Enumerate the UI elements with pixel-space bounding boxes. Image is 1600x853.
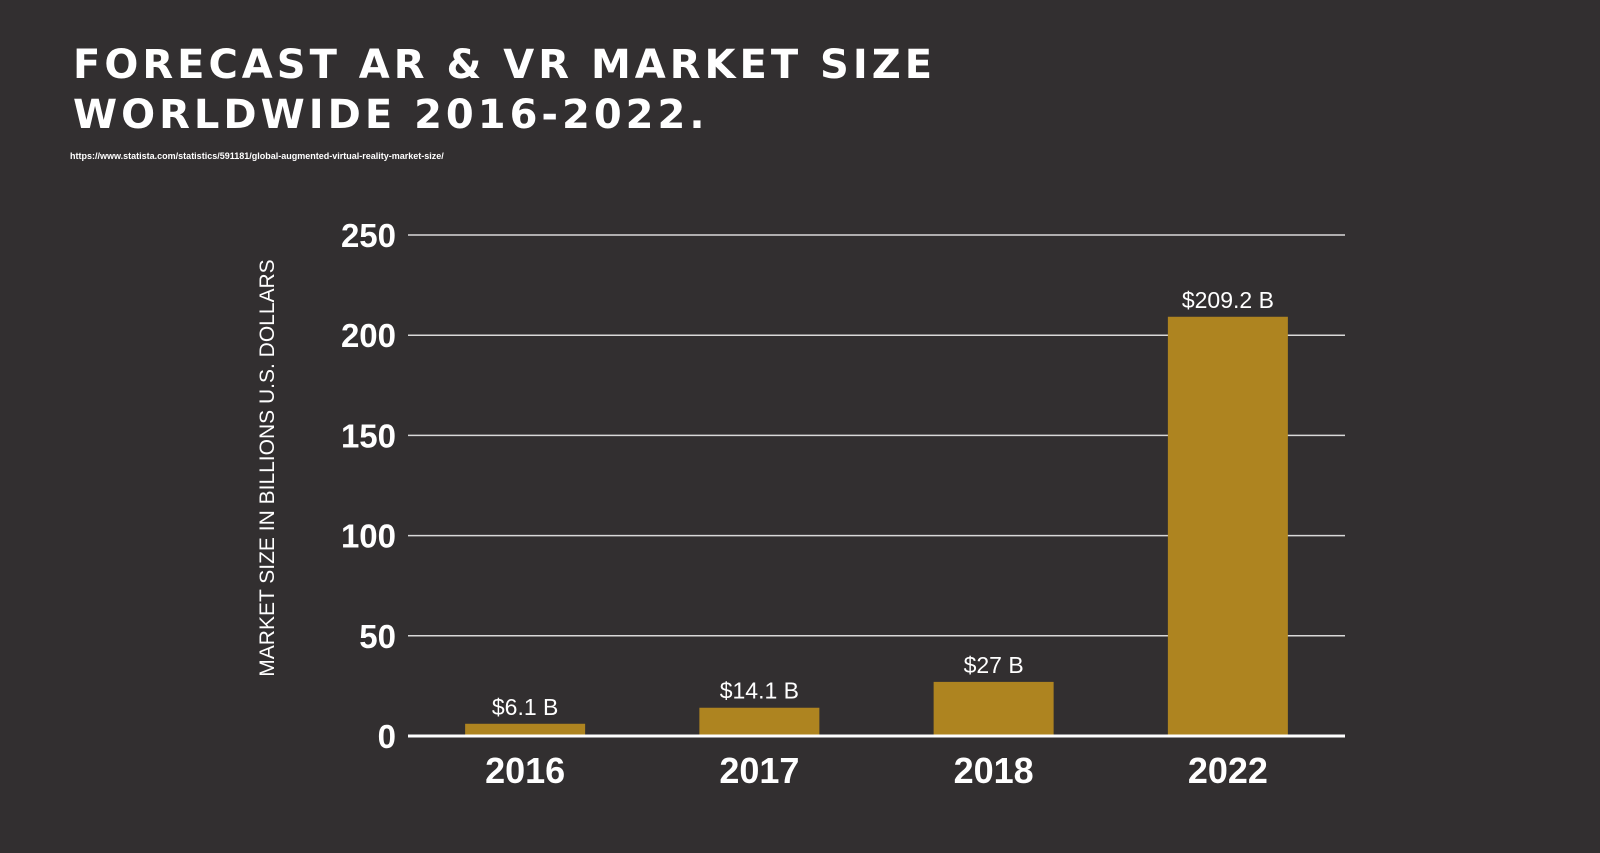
bar	[1167, 316, 1288, 736]
y-tick-label: 0	[378, 718, 396, 755]
chart-title-line-1: FORECAST AR & VR MARKET SIZE	[73, 42, 937, 88]
data-label: $14.1 B	[720, 678, 799, 704]
x-tick-label: 2022	[1188, 750, 1268, 791]
data-labels: $6.1 B $14.1 B $27 B $209.2 B	[492, 287, 1274, 720]
x-tick-label: 2017	[719, 750, 799, 791]
y-tick-label: 100	[341, 518, 396, 555]
data-label: $27 B	[964, 652, 1024, 678]
bar	[933, 681, 1054, 736]
y-tick-label: 200	[341, 317, 396, 354]
bars	[465, 316, 1288, 736]
y-tick-label: 50	[359, 618, 396, 655]
bar	[465, 723, 586, 736]
data-label: $6.1 B	[492, 694, 559, 720]
bar	[699, 707, 820, 736]
y-tick-labels: 0 50 100 150 200 250	[341, 217, 396, 755]
y-tick-label: 150	[341, 417, 396, 454]
source-url: https://www.statista.com/statistics/5911…	[70, 151, 444, 161]
data-label: $209.2 B	[1182, 287, 1274, 313]
x-tick-label: 2018	[954, 750, 1034, 791]
chart-title-line-2: WORLDWIDE 2016-2022.	[73, 92, 709, 138]
y-axis-label: MARKET SIZE IN BILLIONS U.S. DOLLARS	[256, 259, 279, 676]
y-tick-label: 250	[341, 217, 396, 254]
x-tick-label: 2016	[485, 750, 565, 791]
chart-title: FORECAST AR & VR MARKET SIZE WORLDWIDE 2…	[73, 40, 936, 140]
x-tick-labels: 2016 2017 2018 2022	[485, 750, 1268, 791]
